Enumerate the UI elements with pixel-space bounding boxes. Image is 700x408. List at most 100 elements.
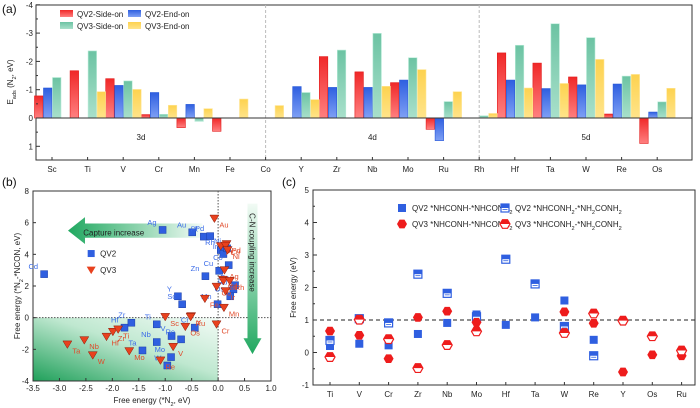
x-tick-label: 0.5 bbox=[239, 384, 251, 393]
qv3-point-ru bbox=[185, 313, 196, 322]
point-s0-re bbox=[589, 335, 598, 344]
point-s3-re bbox=[588, 308, 600, 319]
qv3-point-v bbox=[168, 343, 179, 352]
qv3-point-rh bbox=[224, 277, 235, 286]
bar-qv2-end-on-ta bbox=[541, 88, 551, 119]
point-s2-nb bbox=[442, 306, 453, 316]
qv3-point-label-mo: Mo bbox=[134, 353, 144, 362]
group-label-3d: 3d bbox=[137, 133, 146, 142]
qv2-point-co bbox=[224, 261, 233, 269]
qv2-point-label-ag: Ag bbox=[147, 218, 156, 227]
qv2-point-au bbox=[188, 228, 196, 237]
x-tick-label-nb: Nb bbox=[442, 390, 453, 399]
x-tick-label: -1.5 bbox=[132, 384, 146, 393]
y-tick-label: -1 bbox=[26, 86, 34, 95]
y-tick-label: 0 bbox=[29, 114, 34, 123]
bar-qv2-end-on-os bbox=[648, 111, 658, 119]
qv3-point-re bbox=[155, 356, 166, 365]
x-tick-label-rh: Rh bbox=[474, 165, 484, 174]
group-label-5d: 5d bbox=[582, 133, 591, 142]
qv3-point-ni bbox=[222, 246, 233, 255]
qv3-point-label-ni: Ni bbox=[233, 252, 240, 261]
legend-label-2: QV3 *NHCONH-*NHCONH2 bbox=[412, 220, 512, 232]
point-s3-v bbox=[353, 314, 365, 325]
x-tick-label-w: W bbox=[582, 165, 590, 174]
bar-qv2-end-on-nb bbox=[363, 87, 373, 119]
point-s0-ti bbox=[326, 342, 334, 350]
point-s1-ta bbox=[530, 279, 540, 289]
legend-qv3-label: QV3 bbox=[100, 266, 117, 275]
qv3-point-label-nb: Nb bbox=[89, 342, 99, 351]
legend-label-qv3-side-on: QV3-Side-on bbox=[77, 22, 123, 31]
bar-qv2-side-on-mn bbox=[176, 117, 186, 128]
capture-increase-arrow: Capture increase bbox=[68, 217, 203, 245]
legend-marker-3 bbox=[499, 219, 511, 229]
bar-qv2-end-on-mn bbox=[185, 104, 195, 119]
qv3-point-au bbox=[209, 214, 220, 224]
bar-qv3-side-on-w bbox=[586, 37, 596, 119]
x-tick-label-ti: Ti bbox=[327, 390, 334, 399]
bar-qv3-side-on-nb bbox=[372, 33, 382, 119]
bar-qv3-end-on-nb bbox=[381, 86, 391, 119]
bar-qv3-end-on-v bbox=[132, 89, 142, 119]
legend-swatch-qv2-end-on bbox=[128, 10, 141, 17]
legend-label-0: QV2 *NHCONH-*NHCONH2 bbox=[412, 204, 512, 216]
point-s2-w bbox=[559, 307, 570, 317]
point-s3-y bbox=[617, 315, 629, 326]
panel-c: (c) -1 0 1 2 3 4 5 Ti V Cr Zr Nb Mo Hf Ta W Re Y Os Ru Free … bbox=[282, 175, 696, 399]
x-tick-label-y: Y bbox=[620, 390, 626, 399]
y-tick-label: 8 bbox=[25, 187, 30, 196]
x-tick-label-mo: Mo bbox=[471, 390, 483, 399]
bar-qv3-end-on-y bbox=[310, 99, 320, 119]
point-s2-v bbox=[354, 330, 365, 340]
x-tick-label: -3.5 bbox=[26, 384, 40, 393]
qv3-point-label-zr: Zr bbox=[118, 334, 126, 343]
qv2-point-cr bbox=[191, 323, 199, 332]
qv2-point-label-pd: Pd bbox=[195, 224, 204, 233]
qv2-point-label-zr: Zr bbox=[118, 311, 126, 320]
qv3-point-zn bbox=[218, 277, 229, 286]
x-tick-label-w: W bbox=[561, 390, 569, 399]
qv3-point-os bbox=[180, 322, 191, 332]
bar-qv2-side-on-ta bbox=[532, 62, 542, 119]
qv3-point-label-ti: Ti bbox=[123, 331, 129, 340]
qv2-point-label-re: Re bbox=[165, 327, 175, 336]
qv3-point-zr bbox=[107, 328, 118, 337]
point-s0-v bbox=[355, 339, 364, 348]
panel-b: (b) Capture increase C-N coupling increas… bbox=[2, 175, 277, 408]
qv2-point-label-nb: Nb bbox=[141, 330, 151, 339]
qv3-point-cr bbox=[211, 320, 222, 329]
qv2-point-label-au: Au bbox=[177, 220, 186, 229]
bar-qv2-side-on-fe bbox=[212, 117, 222, 132]
qv3-point-label-y: Y bbox=[196, 318, 201, 327]
qv3-point-label-w: W bbox=[98, 357, 106, 366]
qv3-point-label-hf: Hf bbox=[112, 339, 120, 348]
bar-qv3-side-on-re bbox=[621, 75, 631, 119]
bar-qv2-side-on-ru bbox=[425, 117, 435, 130]
x-tick-label-y: Y bbox=[299, 165, 305, 174]
qv3-point-label-ru: Ru bbox=[196, 319, 206, 328]
bar-qv3-end-on-re bbox=[630, 74, 640, 119]
point-s3-ti bbox=[324, 352, 336, 362]
qv3-point-label-zn: Zn bbox=[228, 283, 237, 292]
y-axis-label: Eads (N2, eV) bbox=[6, 59, 18, 104]
x-tick-label-co: Co bbox=[260, 165, 271, 174]
panel-a-frame bbox=[35, 4, 693, 161]
bar-qv2-side-on-w bbox=[568, 76, 578, 119]
point-s3-os bbox=[646, 331, 658, 342]
point-s3-mo bbox=[470, 326, 483, 337]
panel-a-label: (a) bbox=[2, 2, 17, 16]
x-tick-label-ti: Ti bbox=[84, 165, 91, 174]
qv3-point-ag bbox=[219, 266, 230, 275]
legend-marker-0 bbox=[398, 204, 406, 212]
qv2-point-label-ti: Ti bbox=[145, 312, 151, 321]
bar-qv2-end-on-zr bbox=[327, 87, 338, 119]
x-tick-label-os: Os bbox=[652, 165, 662, 174]
point-s0-cr bbox=[384, 341, 393, 350]
qv3-point-label-cd: Cd bbox=[228, 282, 238, 291]
y-axis-label: Free energy (eV) bbox=[289, 257, 298, 318]
cn-coupling-arrow: C-N coupling increase bbox=[243, 203, 262, 355]
qv3-point-ir bbox=[220, 287, 231, 296]
bar-qv2-side-on-nb bbox=[354, 71, 364, 119]
